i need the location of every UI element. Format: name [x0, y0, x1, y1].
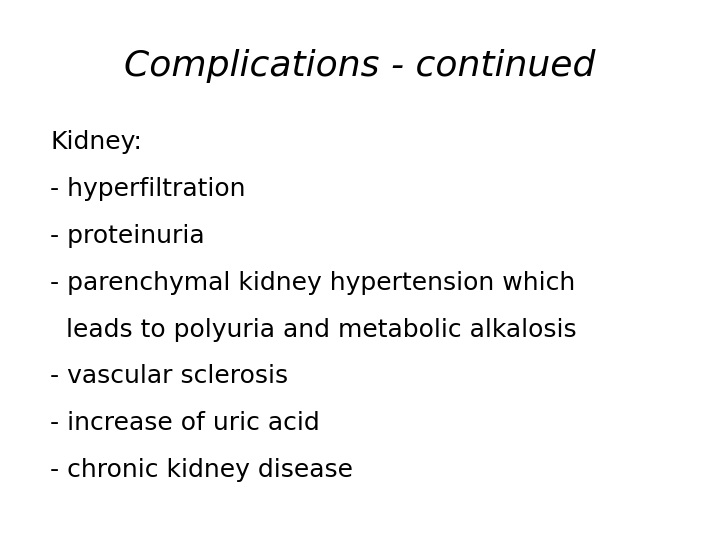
Text: - parenchymal kidney hypertension which: - parenchymal kidney hypertension which	[50, 271, 576, 294]
Text: Kidney:: Kidney:	[50, 130, 143, 153]
Text: - hyperfiltration: - hyperfiltration	[50, 177, 246, 200]
Text: leads to polyuria and metabolic alkalosis: leads to polyuria and metabolic alkalosi…	[50, 318, 577, 341]
Text: - proteinuria: - proteinuria	[50, 224, 205, 247]
Text: - vascular sclerosis: - vascular sclerosis	[50, 364, 289, 388]
Text: - increase of uric acid: - increase of uric acid	[50, 411, 320, 435]
Text: - chronic kidney disease: - chronic kidney disease	[50, 458, 354, 482]
Text: Complications - continued: Complications - continued	[125, 49, 595, 83]
